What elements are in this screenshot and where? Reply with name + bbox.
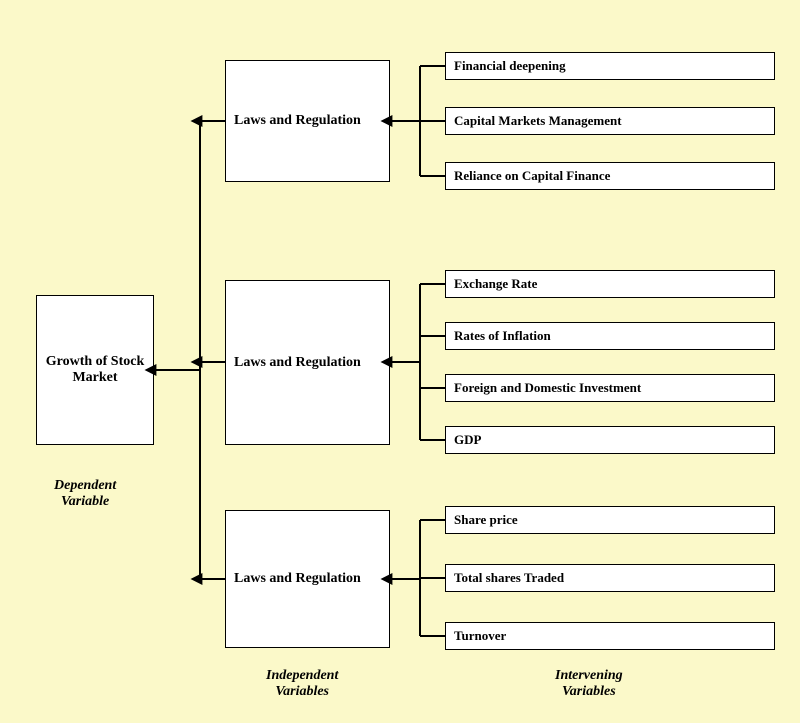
- independent-item-box: Rates of Inflation: [445, 322, 775, 350]
- intervening-box-3: Laws and Regulation: [225, 510, 390, 648]
- independent-item-box: GDP: [445, 426, 775, 454]
- label-line: Independent: [266, 668, 338, 684]
- independent-item-text: Share price: [454, 512, 518, 528]
- label-line: Variables: [555, 684, 623, 700]
- independent-item-text: Rates of Inflation: [454, 328, 551, 344]
- independent-item-box: Reliance on Capital Finance: [445, 162, 775, 190]
- intervening-box-1: Laws and Regulation: [225, 60, 390, 182]
- independent-item-text: Exchange Rate: [454, 276, 537, 292]
- dependent-label: DependentVariable: [54, 478, 116, 510]
- label-line: Variables: [266, 684, 338, 700]
- independent-item-text: Total shares Traded: [454, 570, 564, 586]
- independent-item-box: Capital Markets Management: [445, 107, 775, 135]
- independent-item-text: Foreign and Domestic Investment: [454, 380, 641, 396]
- dependent-variable-box: Growth of Stock Market: [36, 295, 154, 445]
- intervening-text: Laws and Regulation: [234, 355, 361, 371]
- independent-item-box: Share price: [445, 506, 775, 534]
- independent-label: IndependentVariables: [266, 668, 338, 700]
- independent-item-box: Total shares Traded: [445, 564, 775, 592]
- intervening-text: Laws and Regulation: [234, 571, 361, 587]
- independent-item-text: Turnover: [454, 628, 506, 644]
- intervening-text: Laws and Regulation: [234, 113, 361, 129]
- label-line: Variable: [54, 494, 116, 510]
- independent-item-text: Capital Markets Management: [454, 113, 622, 129]
- dependent-variable-text: Growth of Stock Market: [45, 354, 145, 386]
- independent-item-text: Reliance on Capital Finance: [454, 168, 610, 184]
- intervening-label: InterveningVariables: [555, 668, 623, 700]
- independent-item-text: GDP: [454, 432, 481, 448]
- independent-item-text: Financial deepening: [454, 58, 566, 74]
- independent-item-box: Exchange Rate: [445, 270, 775, 298]
- independent-item-box: Financial deepening: [445, 52, 775, 80]
- independent-item-box: Foreign and Domestic Investment: [445, 374, 775, 402]
- label-line: Dependent: [54, 478, 116, 494]
- label-line: Intervening: [555, 668, 623, 684]
- independent-item-box: Turnover: [445, 622, 775, 650]
- intervening-box-2: Laws and Regulation: [225, 280, 390, 445]
